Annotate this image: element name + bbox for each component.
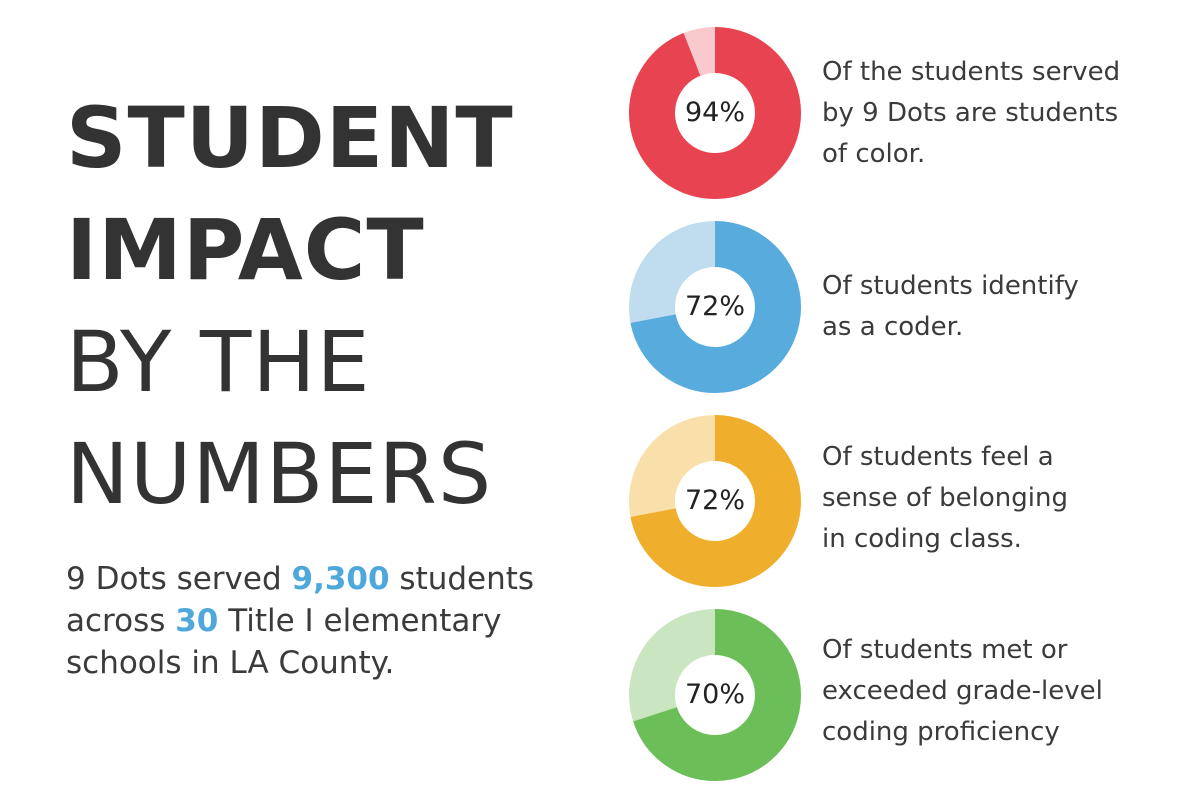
desc-proficiency: Of students met or exceeded grade-level … (822, 630, 1182, 753)
title-line-4: NUMBERS (66, 425, 493, 523)
donut-chart-students-of-color: 94% (626, 24, 804, 202)
summary-text: 9 Dots served 9,300 students across 30 T… (66, 558, 626, 684)
donut-svg (629, 27, 801, 199)
donut-chart-proficiency: 70% (626, 606, 804, 784)
title-line-1: STUDENT (66, 89, 514, 187)
summary-part-1: 9 Dots served (66, 561, 292, 597)
donut-value-slice (629, 221, 801, 393)
donut-percent-label: 70% (684, 679, 745, 710)
desc-students-of-color: Of the students served by 9 Dots are stu… (822, 52, 1182, 175)
desc-line: of color. (822, 139, 926, 169)
desc-line: coding proficiency (822, 717, 1060, 747)
desc-line: Of students identify (822, 271, 1079, 301)
schools-count: 30 (175, 603, 219, 639)
donut-percent-label: 94% (684, 97, 745, 128)
desc-line: Of students met or (822, 635, 1068, 665)
desc-line: Of students feel a (822, 442, 1054, 472)
desc-line: Of the students served (822, 57, 1121, 87)
students-count: 9,300 (291, 561, 390, 597)
donut-chart-belonging: 72% (626, 412, 804, 590)
page-title: STUDENT IMPACT BY THE NUMBERS (66, 82, 514, 530)
title-line-3: BY THE (66, 313, 371, 411)
donut-value-slice (629, 27, 801, 199)
donut-value-slice (629, 609, 801, 781)
desc-line: as a coder. (822, 312, 964, 342)
donut-percent-label: 72% (684, 485, 745, 516)
desc-line: sense of belonging (822, 483, 1068, 513)
desc-line: in coding class. (822, 524, 1022, 554)
donut-percent-label: 72% (684, 291, 745, 322)
donut-svg (629, 221, 801, 393)
desc-line: by 9 Dots are students (822, 98, 1119, 128)
donut-value-slice (629, 415, 801, 587)
title-line-2: IMPACT (66, 201, 425, 299)
desc-line: exceeded grade-level (822, 676, 1103, 706)
summary-part-3: Title I elementary schools in LA County. (66, 603, 502, 681)
donut-svg (629, 609, 801, 781)
donut-svg (629, 415, 801, 587)
summary-part-2: students across (66, 561, 535, 639)
desc-identify-coder: Of students identify as a coder. (822, 266, 1182, 348)
desc-belonging: Of students feel a sense of belonging in… (822, 437, 1182, 560)
donut-chart-identify-coder: 72% (626, 218, 804, 396)
